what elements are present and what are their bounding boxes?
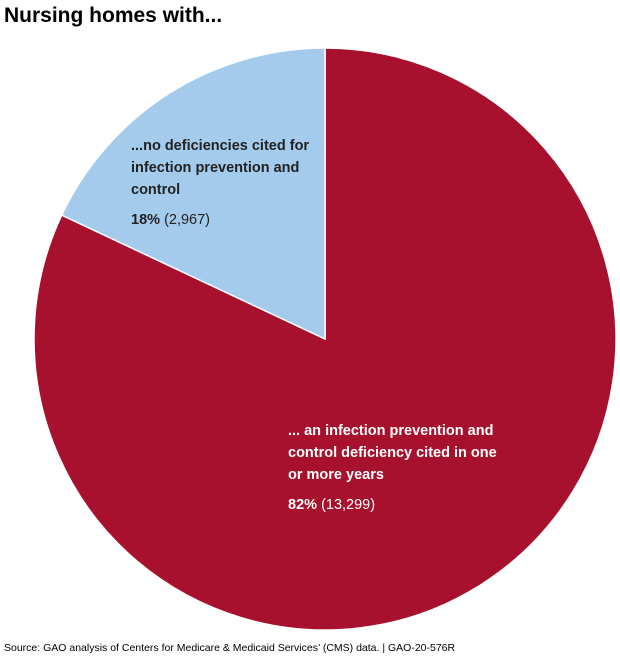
count-label: (13,299): [321, 497, 376, 513]
pie-slice: [33, 47, 617, 631]
category-label: ... an infection prevention and control …: [288, 423, 497, 483]
percent-label: 18%: [131, 212, 161, 228]
category-label: ...no deficiencies cited for infection p…: [131, 138, 310, 198]
chart-title: Nursing homes with...: [4, 4, 223, 27]
slice-label: ...no deficiencies cited for infection p…: [131, 135, 331, 231]
pie-slice: [60, 47, 326, 341]
percent-label: 82%: [288, 497, 318, 513]
value-label: 18% (2,967): [131, 209, 331, 231]
value-label: 82% (13,299): [288, 494, 508, 516]
count-label: (2,967): [164, 212, 211, 228]
slice-label: ... an infection prevention and control …: [288, 420, 508, 516]
source-note: Source: GAO analysis of Centers for Medi…: [4, 642, 456, 654]
